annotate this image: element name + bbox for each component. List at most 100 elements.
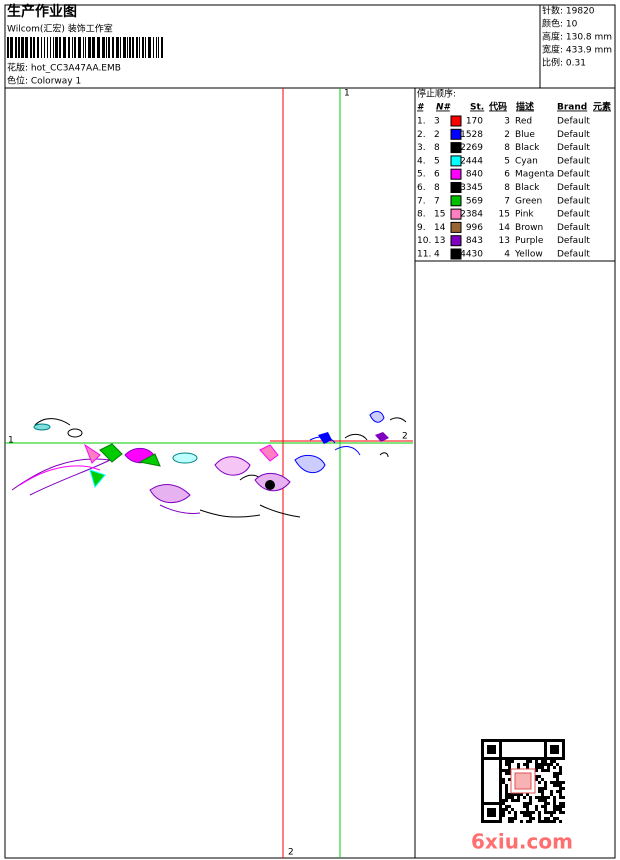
row-index: 1. (417, 117, 426, 127)
qr-module (502, 814, 505, 817)
qr-module (538, 787, 541, 790)
qr-module (481, 778, 484, 781)
qr-module (520, 811, 523, 814)
qr-module (481, 802, 484, 805)
qr-module (535, 763, 538, 766)
qr-module (547, 802, 550, 805)
guide-label: 1 (344, 89, 350, 99)
column-header: N# (436, 103, 452, 113)
qr-module (553, 784, 556, 787)
qr-module (562, 745, 565, 748)
qr-module (487, 814, 490, 817)
qr-module (535, 808, 538, 811)
row-stitches: 843 (466, 236, 483, 246)
qr-module (526, 739, 529, 742)
qr-module (499, 799, 502, 802)
qr-module (553, 745, 556, 748)
qr-module (544, 757, 547, 760)
qr-module (487, 745, 490, 748)
qr-module (514, 739, 517, 742)
qr-module (484, 757, 487, 760)
qr-module (550, 811, 553, 814)
qr-module (550, 751, 553, 754)
qr-module (535, 760, 538, 763)
column-header: Brand (557, 103, 587, 113)
row-brand: Default (557, 183, 590, 193)
qr-module (499, 793, 502, 796)
qr-module (514, 811, 517, 814)
row-n: 13 (434, 236, 445, 246)
qr-module (538, 817, 541, 820)
qr-module (508, 763, 511, 766)
qr-module (544, 739, 547, 742)
qr-module (541, 739, 544, 742)
qr-module (514, 817, 517, 820)
barcode (7, 37, 163, 58)
qr-module (496, 802, 499, 805)
qr-module (481, 811, 484, 814)
qr-module (550, 739, 553, 742)
colorway: 色位: Colorway 1 (7, 75, 81, 87)
qr-module (559, 796, 562, 799)
qr-module (544, 781, 547, 784)
row-stitches: 569 (466, 196, 483, 206)
qr-module (511, 808, 514, 811)
qr-module (547, 766, 550, 769)
qr-module (562, 781, 565, 784)
qr-module (520, 820, 523, 823)
qr-module (562, 811, 565, 814)
qr-module (553, 760, 556, 763)
barcode-bar (83, 37, 84, 58)
row-index: 4. (417, 156, 426, 166)
qr-module (544, 817, 547, 820)
barcode-bar (132, 37, 134, 58)
row-code: 8 (504, 143, 510, 153)
studio: Wilcom(汇宏) 装饰工作室 (7, 23, 113, 35)
qr-module (511, 739, 514, 742)
qr-module (508, 769, 511, 772)
row-brand: Default (557, 196, 590, 206)
qr-module (526, 820, 529, 823)
qr-module (490, 811, 493, 814)
qr-module (499, 775, 502, 778)
row-n: 8 (434, 143, 440, 153)
guide-label: 2 (288, 848, 294, 858)
qr-module (487, 757, 490, 760)
qr-module (502, 757, 505, 760)
qr-module (559, 790, 562, 793)
qr-module (493, 814, 496, 817)
qr-module (559, 739, 562, 742)
qr-module (520, 739, 523, 742)
barcode-bar (127, 37, 128, 58)
qr-module (511, 760, 514, 763)
qr-module (481, 739, 484, 742)
row-stitches: 4430 (460, 250, 483, 260)
row-stitches: 840 (466, 170, 483, 180)
info-line: 针数: 19820 (542, 5, 595, 17)
barcode-bar (97, 37, 100, 58)
qr-module (544, 763, 547, 766)
qr-module (556, 790, 559, 793)
row-code: 7 (504, 196, 510, 206)
qr-code (481, 739, 565, 823)
qr-module (556, 808, 559, 811)
qr-module (541, 778, 544, 781)
row-code: 4 (504, 250, 510, 260)
qr-module (538, 790, 541, 793)
barcode-bar (50, 37, 51, 58)
barcode-bar (120, 37, 121, 58)
embroidery-design (11, 410, 407, 518)
qr-module (559, 820, 562, 823)
qr-module (481, 784, 484, 787)
qr-module (508, 778, 511, 781)
qr-module (529, 739, 532, 742)
row-brand: Default (557, 223, 590, 233)
color-swatch (450, 168, 462, 180)
qr-module (508, 805, 511, 808)
row-stitches: 2269 (460, 143, 483, 153)
qr-module (562, 748, 565, 751)
qr-module (532, 757, 535, 760)
qr-module (547, 817, 550, 820)
row-desc: Green (515, 196, 542, 206)
qr-logo-inner (514, 772, 532, 790)
